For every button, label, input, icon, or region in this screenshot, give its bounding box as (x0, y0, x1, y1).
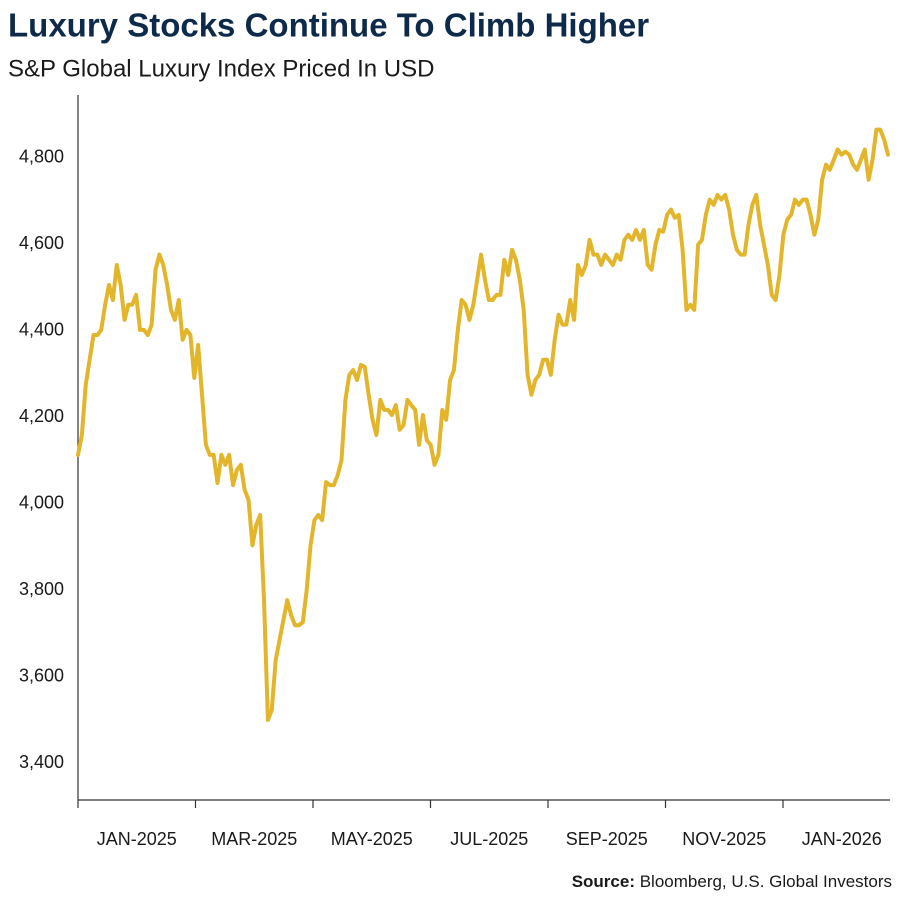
x-tick-label: JAN-2025 (97, 829, 177, 849)
chart-title: Luxury Stocks Continue To Climb Higher (8, 7, 649, 44)
x-tick-label: MAY-2025 (331, 829, 413, 849)
x-tick-label: MAR-2025 (211, 829, 297, 849)
y-tick-label: 4,800 (19, 146, 64, 166)
y-tick-label: 4,200 (19, 406, 64, 426)
source: Source: Bloomberg, U.S. Global Investors (572, 872, 892, 891)
x-tick-label: JUL-2025 (450, 829, 528, 849)
source-text: Bloomberg, U.S. Global Investors (640, 872, 892, 891)
y-tick-label: 3,800 (19, 579, 64, 599)
x-tick-label: SEP-2025 (566, 829, 648, 849)
y-tick-label: 3,600 (19, 665, 64, 685)
price-line (76, 127, 890, 722)
y-tick-label: 4,000 (19, 492, 64, 512)
y-tick-label: 4,600 (19, 233, 64, 253)
y-tick-label: 4,400 (19, 319, 64, 339)
x-tick-label: NOV-2025 (682, 829, 766, 849)
y-tick-label: 3,400 (19, 752, 64, 772)
chart-subtitle: S&P Global Luxury Index Priced In USD (8, 55, 434, 82)
x-tick-label: JAN-2026 (802, 829, 882, 849)
source-label: Source: (572, 872, 635, 891)
